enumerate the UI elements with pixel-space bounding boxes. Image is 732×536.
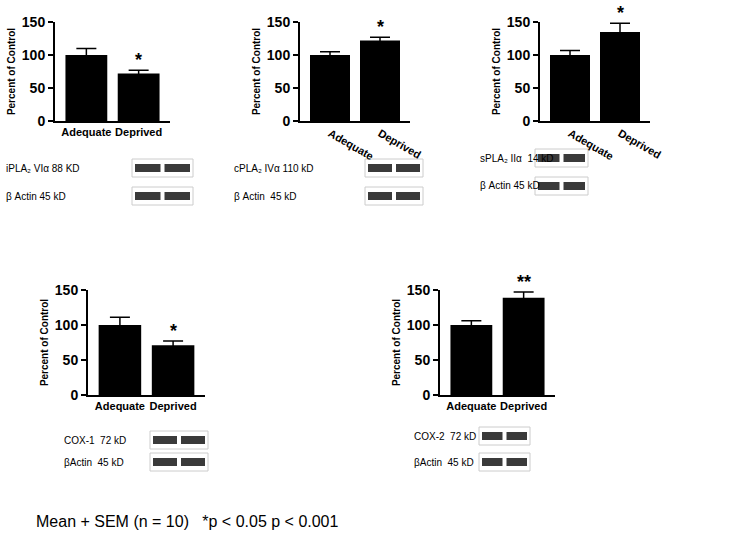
svg-text:*: *	[377, 17, 384, 37]
svg-text:Deprived: Deprived	[115, 126, 162, 138]
svg-text:Mean + SEM (n = 10) *p < 0.0: Mean + SEM (n = 10) *p < 0.05 p < 0.001	[36, 513, 339, 530]
svg-text:50: 50	[415, 352, 431, 368]
svg-text:0: 0	[522, 113, 530, 129]
svg-text:βActin 45 kD: βActin 45 kD	[414, 457, 474, 468]
svg-text:sPLA₂ IIα 14 kD: sPLA₂ IIα 14 kD	[480, 153, 554, 164]
svg-text:150: 150	[507, 14, 531, 30]
svg-text:50: 50	[63, 352, 79, 368]
svg-text:0: 0	[422, 387, 430, 403]
svg-text:Percent of Control: Percent of Control	[491, 28, 502, 115]
svg-text:100: 100	[267, 47, 291, 63]
svg-text:50: 50	[275, 80, 291, 96]
svg-text:*: *	[617, 3, 624, 23]
svg-text:Percent of Control: Percent of Control	[6, 28, 17, 115]
svg-text:Deprived: Deprived	[150, 400, 197, 412]
svg-text:Adequate: Adequate	[566, 127, 615, 162]
svg-text:100: 100	[507, 47, 531, 63]
svg-text:150: 150	[407, 282, 431, 298]
svg-text:Percent of Control: Percent of Control	[39, 299, 50, 386]
svg-text:Deprived: Deprived	[616, 127, 663, 161]
svg-text:150: 150	[55, 282, 79, 298]
svg-text:*: *	[135, 50, 142, 70]
svg-text:100: 100	[55, 317, 79, 333]
svg-text:*: *	[170, 321, 177, 341]
svg-text:Deprived: Deprived	[376, 127, 423, 161]
svg-text:50: 50	[515, 80, 531, 96]
svg-text:βActin 45 kD: βActin 45 kD	[64, 457, 124, 468]
svg-text:Percent of Control: Percent of Control	[391, 299, 402, 386]
svg-text:**: **	[517, 272, 531, 292]
svg-text:cPLA₂ IVα 110 kD: cPLA₂ IVα 110 kD	[234, 163, 314, 174]
svg-text:Adequate: Adequate	[446, 400, 496, 412]
svg-text:Adequate: Adequate	[326, 127, 375, 162]
svg-text:iPLA₂ VIα 88 KD: iPLA₂ VIα 88 KD	[6, 163, 80, 174]
svg-text:β Actin 45 kD: β Actin 45 kD	[6, 191, 66, 202]
svg-text:COX-2 72 kD: COX-2 72 kD	[414, 431, 476, 442]
svg-text:β Actin 45 kD: β Actin 45 kD	[480, 180, 540, 191]
svg-text:Deprived: Deprived	[500, 400, 547, 412]
svg-text:50: 50	[30, 80, 46, 96]
svg-text:150: 150	[22, 14, 46, 30]
svg-text:Adequate: Adequate	[95, 400, 145, 412]
svg-text:0: 0	[282, 113, 290, 129]
svg-text:100: 100	[22, 47, 46, 63]
svg-text:COX-1 72 kD: COX-1 72 kD	[64, 435, 126, 446]
svg-text:0: 0	[70, 387, 78, 403]
svg-text:0: 0	[37, 113, 45, 129]
svg-text:Adequate: Adequate	[61, 126, 111, 138]
svg-text:β Actin 45 kD: β Actin 45 kD	[234, 191, 296, 202]
svg-text:Percent of Control: Percent of Control	[251, 28, 262, 115]
svg-text:100: 100	[407, 317, 431, 333]
svg-text:150: 150	[267, 14, 291, 30]
